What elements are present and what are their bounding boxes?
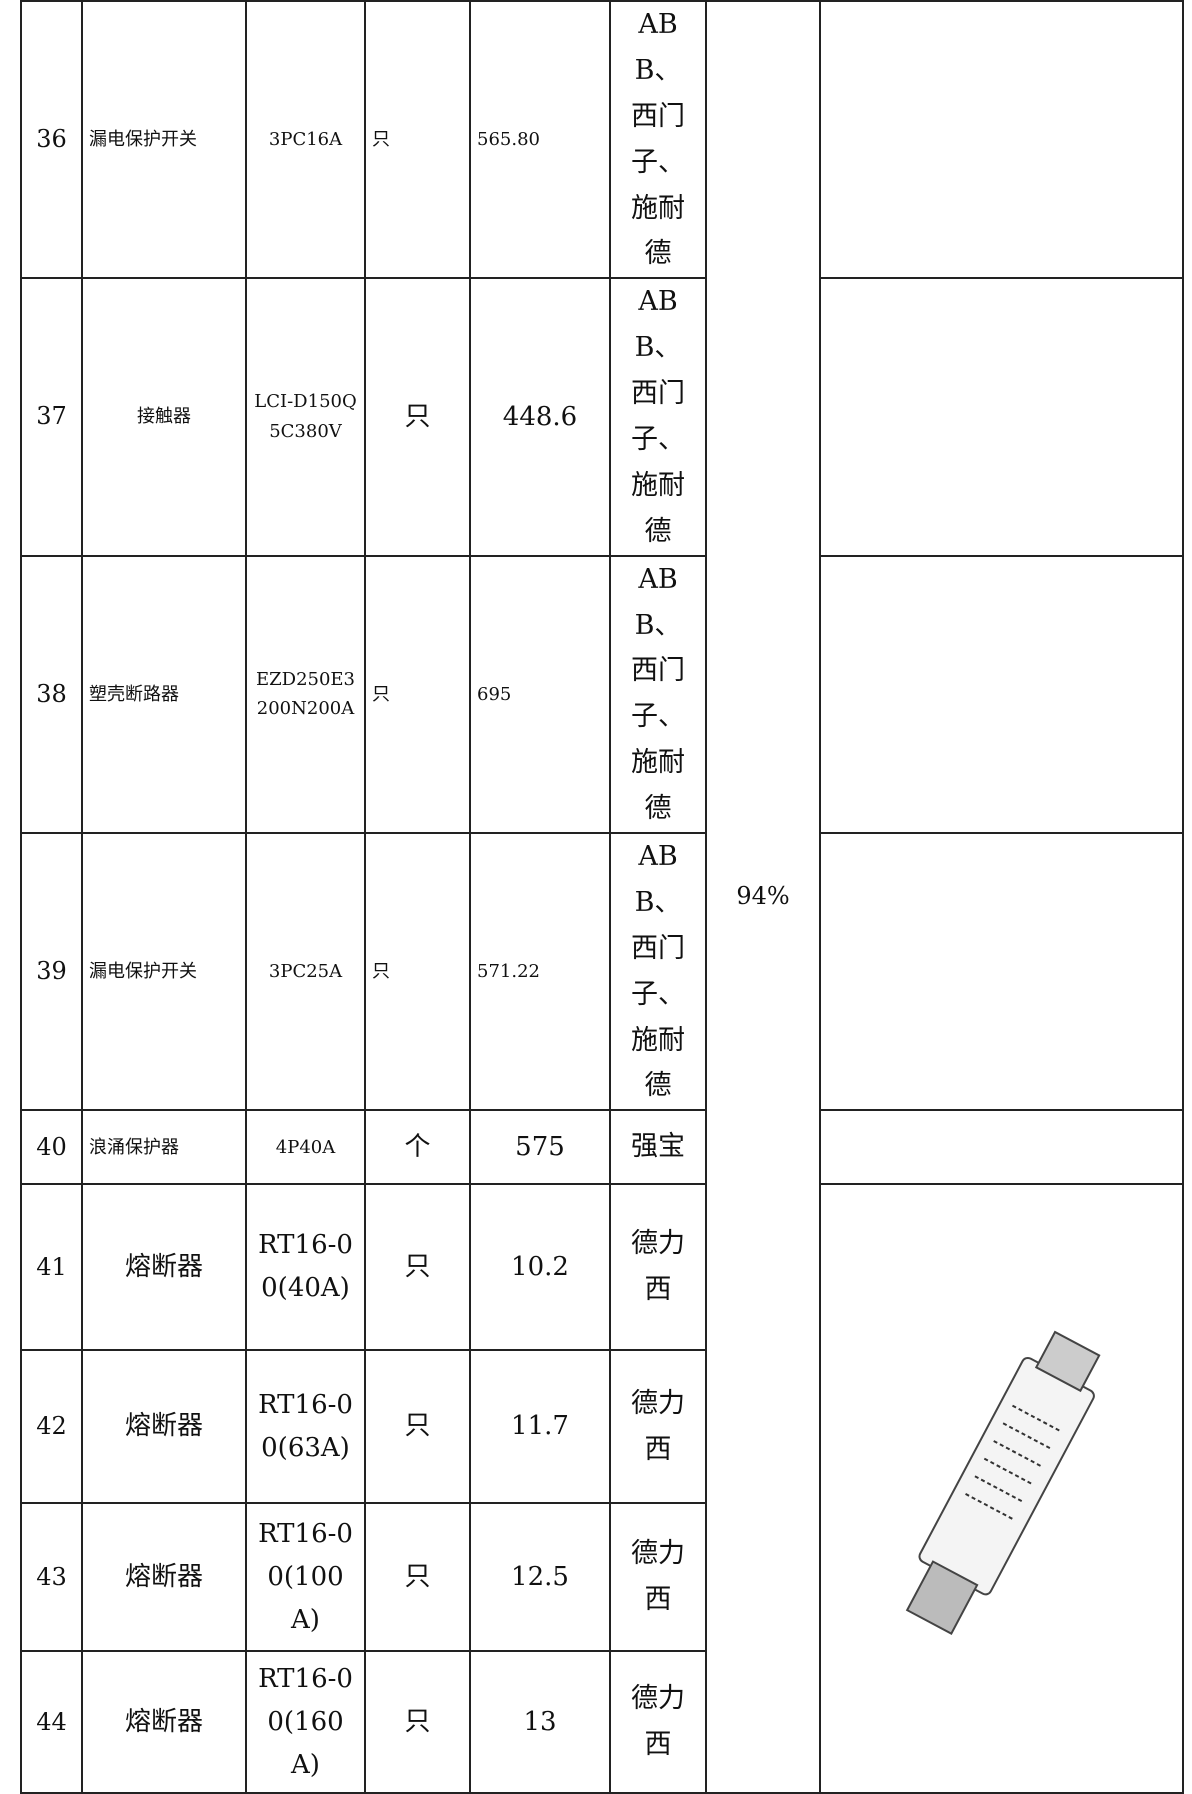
model: 3PC25A <box>245 832 366 1112</box>
item-name: 漏电保护开关 <box>81 832 247 1112</box>
table-row: 38 塑壳断路器 EZD250E3200N200A 只 695 ABB、西门子、施耐德 <box>20 554 1184 835</box>
price: 571.22 <box>469 832 611 1112</box>
model: 4P40A <box>245 1109 366 1186</box>
unit: 个 <box>364 1109 471 1186</box>
item-name: 熔断器 <box>81 1502 247 1653</box>
price: 11.7 <box>469 1349 611 1505</box>
table-row: 37 接触器 LCI-D150Q5C380V 只 448.6 ABB、西门子、施耐德 <box>20 277 1184 557</box>
image-cell <box>819 277 1184 557</box>
table-row: 41 熔断器 RT16-00(40A) 只 10.2 德力西 <box>20 1183 1184 1794</box>
unit: 只 <box>364 832 471 1112</box>
discount: 94% <box>705 0 821 1794</box>
price: 448.6 <box>469 277 611 557</box>
item-number: 42 <box>20 1349 83 1505</box>
item-name: 接触器 <box>81 277 247 557</box>
item-number: 43 <box>20 1502 83 1653</box>
item-number: 41 <box>20 1183 83 1352</box>
table-row: 40 浪涌保护器 4P40A 个 575 强宝 <box>20 1109 1184 1186</box>
model: LCI-D150Q5C380V <box>245 277 366 557</box>
item-number: 36 <box>20 0 83 280</box>
unit: 只 <box>364 1349 471 1505</box>
item-name: 熔断器 <box>81 1349 247 1505</box>
model: EZD250E3200N200A <box>245 554 366 835</box>
page: 36 漏电保护开关 3PC16A 只 565.80 ABB、西门子、施耐德 94% 37 接触器… <box>20 0 1184 1794</box>
item-number: 39 <box>20 832 83 1112</box>
image-cell <box>819 832 1184 1112</box>
unit: 只 <box>364 1183 471 1352</box>
item-name: 熔断器 <box>81 1650 247 1794</box>
brand: ABB、西门子、施耐德 <box>609 554 707 835</box>
image-cell <box>819 554 1184 835</box>
fuse-image <box>905 1330 1101 1635</box>
price: 695 <box>469 554 611 835</box>
table-row: 36 漏电保护开关 3PC16A 只 565.80 ABB、西门子、施耐德 94% <box>20 0 1184 1794</box>
model: RT16-00(100A) <box>245 1502 366 1653</box>
model: RT16-00(40A) <box>245 1183 366 1352</box>
price: 565.80 <box>469 0 611 280</box>
model: RT16-00(63A) <box>245 1349 366 1505</box>
table-row: 39 漏电保护开关 3PC25A 只 571.22 ABB、西门子、施耐德 <box>20 832 1184 1112</box>
brand: ABB、西门子、施耐德 <box>609 0 707 280</box>
item-name: 浪涌保护器 <box>81 1109 247 1186</box>
item-name: 塑壳断路器 <box>81 554 247 835</box>
table-body: 36 漏电保护开关 3PC16A 只 565.80 ABB、西门子、施耐德 94% 37 接触器… <box>20 0 1184 1794</box>
brand: 德力西 <box>609 1650 707 1794</box>
image-cell <box>819 0 1184 280</box>
brand: ABB、西门子、施耐德 <box>609 277 707 557</box>
table-row: 42 熔断器 RT16-00(63A) 只 11.7 德力西 <box>20 1349 1183 1505</box>
item-name: 漏电保护开关 <box>81 0 247 280</box>
unit: 只 <box>364 1502 471 1653</box>
item-number: 38 <box>20 554 83 835</box>
unit: 只 <box>364 277 471 557</box>
brand: ABB、西门子、施耐德 <box>609 832 707 1112</box>
image-cell <box>819 1183 1184 1794</box>
price: 12.5 <box>469 1502 611 1653</box>
brand: 德力西 <box>609 1183 707 1352</box>
item-name: 熔断器 <box>81 1183 247 1352</box>
item-number: 44 <box>20 1650 83 1794</box>
price: 13 <box>469 1650 611 1794</box>
item-number: 40 <box>20 1109 83 1186</box>
unit: 只 <box>364 0 471 280</box>
price: 575 <box>469 1109 611 1186</box>
brand: 强宝 <box>609 1109 707 1186</box>
model: RT16-00(160A) <box>245 1650 366 1794</box>
image-cell <box>819 1109 1184 1186</box>
model: 3PC16A <box>245 0 366 280</box>
table-row: 43 熔断器 RT16-00(100A) 只 12.5 德力西 <box>20 1502 1183 1653</box>
brand: 德力西 <box>609 1502 707 1653</box>
unit: 只 <box>364 1650 471 1794</box>
price-table: 36 漏电保护开关 3PC16A 只 565.80 ABB、西门子、施耐德 94% 37 接触器… <box>20 0 1184 1794</box>
price: 10.2 <box>469 1183 611 1352</box>
unit: 只 <box>364 554 471 835</box>
item-number: 37 <box>20 277 83 557</box>
brand: 德力西 <box>609 1349 707 1505</box>
